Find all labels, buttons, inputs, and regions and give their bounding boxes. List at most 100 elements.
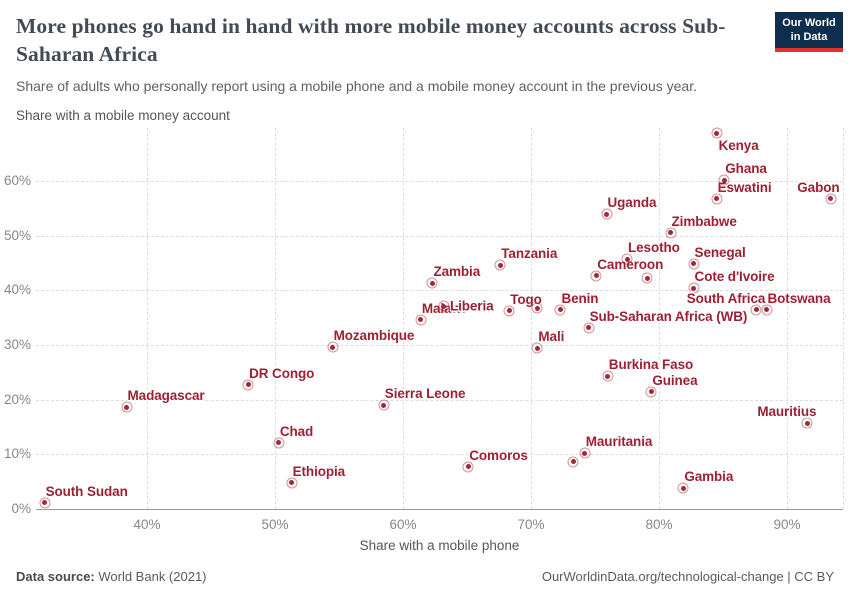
data-point-label-ethiopia[interactable]: Ethiopia <box>292 463 346 479</box>
owid-logo-line1: Our World <box>782 16 836 29</box>
data-point-dot <box>604 211 610 217</box>
data-point-label-liberia[interactable]: Liberia <box>449 298 494 314</box>
data-point-gambia[interactable] <box>677 482 689 494</box>
y-gridline <box>36 290 843 292</box>
data-point-liberia[interactable] <box>438 300 450 312</box>
data-point-dot <box>714 196 720 202</box>
data-point-lesotho[interactable] <box>621 253 633 265</box>
data-point-chad[interactable] <box>273 437 285 449</box>
data-point-label-zambia[interactable]: Zambia <box>433 264 481 280</box>
owid-logo: Our World in Data <box>775 12 843 52</box>
data-point-cameroon[interactable] <box>590 270 602 282</box>
data-point-dot <box>644 275 650 281</box>
data-point-mozambique[interactable] <box>327 341 339 353</box>
data-point-eswatini[interactable] <box>711 193 723 205</box>
data-point-dot <box>570 459 576 465</box>
data-point-ghana[interactable] <box>718 174 730 186</box>
data-point-label-lesotho[interactable]: Lesotho <box>628 240 680 256</box>
data-point-togo[interactable] <box>503 305 515 317</box>
data-point-botswana[interactable] <box>761 304 773 316</box>
credit-link[interactable]: OurWorldinData.org/technological-change … <box>541 569 834 584</box>
x-gridline <box>403 128 404 509</box>
data-point-dr-congo[interactable] <box>242 379 254 391</box>
data-point-label-eswatini[interactable]: Eswatini <box>717 179 772 195</box>
data-point-comoros[interactable] <box>462 461 474 473</box>
data-point-gabon[interactable] <box>825 193 837 205</box>
x-axis-title: Share with a mobile phone <box>359 538 520 553</box>
data-point-dot <box>557 307 563 313</box>
data-point-dot <box>418 317 424 323</box>
data-point-label-comoros[interactable]: Comoros <box>469 447 528 463</box>
y-tick-label: 40% <box>3 282 31 298</box>
data-point-label-madagascar[interactable]: Madagascar <box>127 388 205 404</box>
x-gridline <box>531 128 532 509</box>
data-point-malawi[interactable] <box>415 314 427 326</box>
data-point-unlabeled[interactable] <box>531 302 543 314</box>
data-point-label-cote-d-ivoire[interactable]: Cote d'Ivoire <box>694 269 775 284</box>
data-point-zambia[interactable] <box>426 277 438 289</box>
data-point-unlabeled[interactable] <box>567 456 579 468</box>
y-gridline <box>36 399 843 401</box>
data-point-label-guinea[interactable]: Guinea <box>652 372 698 388</box>
data-point-sierra-leone[interactable] <box>378 399 390 411</box>
data-point-label-mauritania[interactable]: Mauritania <box>585 434 653 450</box>
y-gridline <box>36 344 843 346</box>
data-point-label-gambia[interactable]: Gambia <box>684 469 734 485</box>
x-tick-label: 70% <box>517 517 545 532</box>
footer: Data source: World Bank (2021) OurWorldi… <box>16 569 834 584</box>
data-point-label-chad[interactable]: Chad <box>279 423 314 439</box>
data-point-label-dr-congo[interactable]: DR Congo <box>249 365 315 381</box>
data-point-south-sudan[interactable] <box>39 497 51 509</box>
data-point-dot <box>441 303 447 309</box>
data-point-dot <box>330 344 336 350</box>
data-point-guinea[interactable] <box>645 386 657 398</box>
data-point-label-south-sudan[interactable]: South Sudan <box>45 483 128 499</box>
data-point-label-sierra-leone[interactable]: Sierra Leone <box>384 386 466 402</box>
data-point-dot <box>506 308 512 314</box>
data-point-label-mozambique[interactable]: Mozambique <box>333 328 415 344</box>
data-point-dot <box>586 325 592 331</box>
data-point-benin[interactable] <box>554 304 566 316</box>
data-point-label-south-africa[interactable]: South Africa <box>686 290 766 306</box>
data-point-label-gabon[interactable]: Gabon <box>797 179 840 195</box>
data-point-label-kenya[interactable]: Kenya <box>718 138 759 154</box>
data-point-unlabeled[interactable] <box>641 272 653 284</box>
data-point-dot <box>289 480 295 486</box>
data-point-ethiopia[interactable] <box>286 477 298 489</box>
data-point-uganda[interactable] <box>601 208 613 220</box>
data-point-label-mauritius[interactable]: Mauritius <box>757 404 817 420</box>
data-point-label-botswana[interactable]: Botswana <box>767 290 831 306</box>
data-point-burkina-faso[interactable] <box>602 370 614 382</box>
data-point-dot <box>593 273 599 279</box>
data-point-cote-d-ivoire[interactable] <box>688 282 700 294</box>
data-point-mauritius[interactable] <box>801 417 813 429</box>
data-point-label-sub-saharan-africa-wb[interactable]: Sub-Saharan Africa (WB) <box>589 308 748 324</box>
data-point-dot <box>124 404 130 410</box>
data-point-zimbabwe[interactable] <box>665 227 677 239</box>
data-point-label-mali[interactable]: Mali <box>538 329 565 345</box>
data-point-label-cameroon[interactable]: Cameroon <box>597 256 664 272</box>
data-point-mali[interactable] <box>531 342 543 354</box>
data-point-label-tanzania[interactable]: Tanzania <box>501 246 558 262</box>
data-point-dot <box>534 345 540 351</box>
y-gridline <box>36 454 843 456</box>
data-point-label-benin[interactable]: Benin <box>561 290 599 306</box>
data-point-dot <box>828 196 834 202</box>
data-point-label-burkina-faso[interactable]: Burkina Faso <box>608 357 694 373</box>
data-point-label-uganda[interactable]: Uganda <box>607 195 657 211</box>
data-point-label-senegal[interactable]: Senegal <box>694 244 746 260</box>
data-point-tanzania[interactable] <box>494 259 506 271</box>
data-source-note: Data source: World Bank (2021) <box>16 569 207 584</box>
data-point-sub-saharan-africa-wb[interactable] <box>583 322 595 334</box>
data-point-senegal[interactable] <box>688 258 700 270</box>
data-point-mauritania[interactable] <box>579 447 591 459</box>
data-point-label-ghana[interactable]: Ghana <box>725 161 767 177</box>
data-point-kenya[interactable] <box>711 127 723 139</box>
y-axis-title: Share with a mobile money account <box>16 108 230 123</box>
x-gridline <box>275 128 276 509</box>
data-point-madagascar[interactable] <box>121 401 133 413</box>
data-point-dot <box>804 420 810 426</box>
data-point-dot <box>465 464 471 470</box>
data-point-label-zimbabwe[interactable]: Zimbabwe <box>671 213 737 229</box>
data-source-value: World Bank (2021) <box>94 569 207 584</box>
